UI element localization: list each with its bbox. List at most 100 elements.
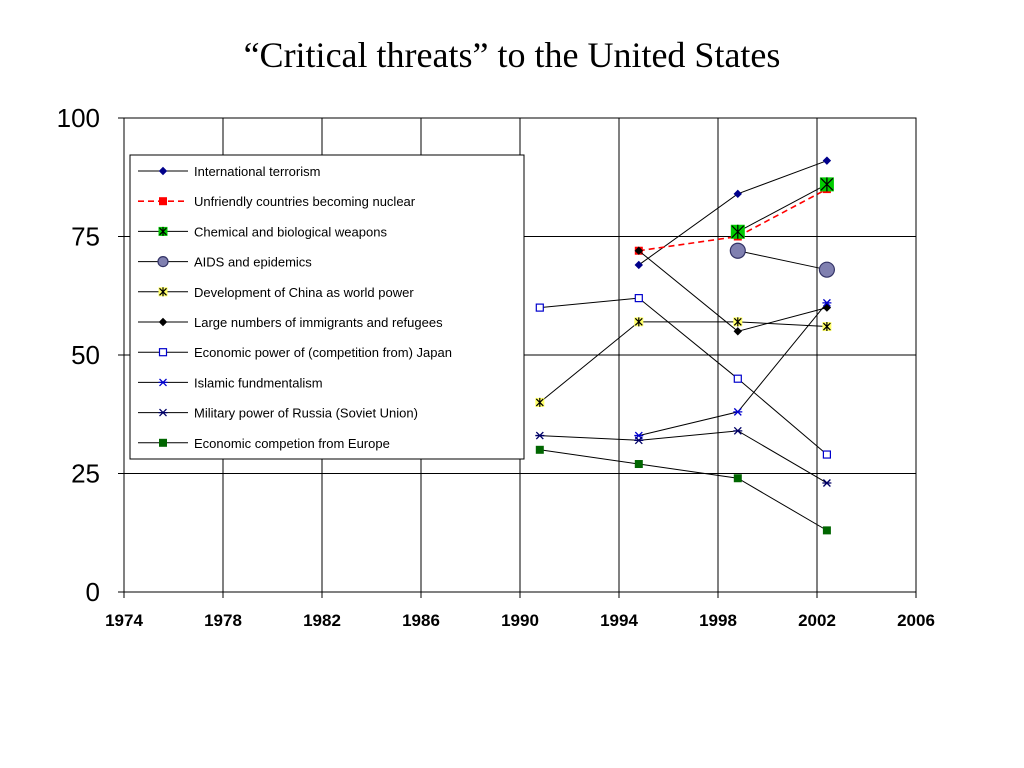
legend-box [129,154,525,460]
legend-item: Unfriendly countries becoming nuclear [138,194,416,209]
diamond-marker [733,327,743,336]
data-point [819,177,834,192]
data-point [733,426,743,435]
series-line [539,449,828,531]
series-line [737,250,828,271]
star-marker [158,408,168,417]
diamond-marker [158,317,168,327]
data-point [822,479,832,487]
data-point [535,445,544,454]
legend-label: Large numbers of immigrants and refugees [194,315,443,330]
data-point [159,197,167,206]
x-tick-label: 2002 [798,611,836,630]
series-line [539,297,828,455]
x-tick-label: 1998 [699,611,737,630]
star-glyph [159,226,167,236]
data-point [733,327,743,336]
series-line [737,183,828,233]
data-point [733,374,742,383]
data-point [822,322,832,332]
series-8 [634,298,832,440]
legend-label: Chemical and biological weapons [194,224,387,239]
series-6 [634,246,832,336]
data-point [159,438,167,447]
circle-marker [818,261,836,278]
star-glyph [733,317,742,327]
star-marker [822,298,832,307]
series-line [539,321,827,403]
square-marker [535,445,544,454]
square-marker [634,460,643,469]
data-point [158,348,168,357]
diamond-marker [158,166,168,176]
diamond-marker [733,189,743,199]
legend-label: Unfriendly countries becoming nuclear [194,194,416,209]
data-point [818,261,836,278]
data-point [158,226,168,236]
open-square-marker [634,294,643,303]
legend-item: Islamic fundmentalism [138,375,323,390]
series-line [539,430,828,484]
data-point [158,378,168,387]
star-marker [733,426,743,435]
x-tick-label: 1974 [105,611,143,630]
series-9 [535,426,832,487]
data-point [733,189,743,199]
series-7 [535,294,832,459]
data-point [634,246,644,255]
diamond-marker [822,156,832,165]
star-glyph [535,397,544,407]
star-glyph [634,317,643,327]
legend-item: Chemical and biological weapons [138,224,387,239]
legend: International terrorism Unfriendly countr… [129,154,525,460]
square-marker [159,438,167,447]
open-square-marker [158,348,168,357]
legend-item: Development of China as world power [138,285,414,300]
star-marker [634,436,644,445]
data-point [733,317,743,327]
circle-marker [729,242,746,259]
legend-item: Large numbers of immigrants and refugees [138,315,443,330]
data-point [733,407,743,416]
slide-title: “Critical threats” to the United States [243,35,781,75]
x-tick-label: 1982 [303,611,341,630]
open-square-marker [535,303,544,312]
legend-item: Economic competion from Europe [138,436,390,451]
star-glyph [159,287,167,297]
star-glyph [822,322,831,332]
legend-label: Economic competion from Europe [194,436,390,451]
legend-item: Military power of Russia (Soviet Union) [138,406,418,421]
y-tick-label: 0 [86,577,100,607]
data-point [634,460,643,469]
open-square-marker [822,450,832,459]
series-3 [730,177,834,239]
star-marker [822,479,832,487]
data-point [822,156,832,165]
data-point [822,298,832,307]
x-tick-label: 1994 [600,611,638,630]
circle-marker [157,256,169,268]
y-tick-label: 75 [71,222,100,252]
square-marker [822,526,831,535]
y-tick-label: 50 [71,340,100,370]
data-point [535,397,545,407]
legend-label: Economic power of (competition from) Jap… [194,345,452,360]
x-tick-label: 1978 [204,611,242,630]
x-tick-label: 1986 [402,611,440,630]
star-marker [733,407,743,416]
y-tick-label: 100 [57,103,100,133]
legend-item: Economic power of (competition from) Jap… [138,345,452,360]
star-glyph [820,177,834,192]
legend-item: AIDS and epidemics [138,255,312,270]
series-10 [535,445,831,535]
data-point [730,224,745,239]
square-marker [733,474,742,483]
data-point [634,294,643,303]
data-point [158,166,168,176]
data-point [729,242,746,259]
star-glyph [731,224,745,239]
legend-label: Development of China as world power [194,285,414,300]
open-square-marker [733,374,742,383]
data-point [158,287,168,297]
